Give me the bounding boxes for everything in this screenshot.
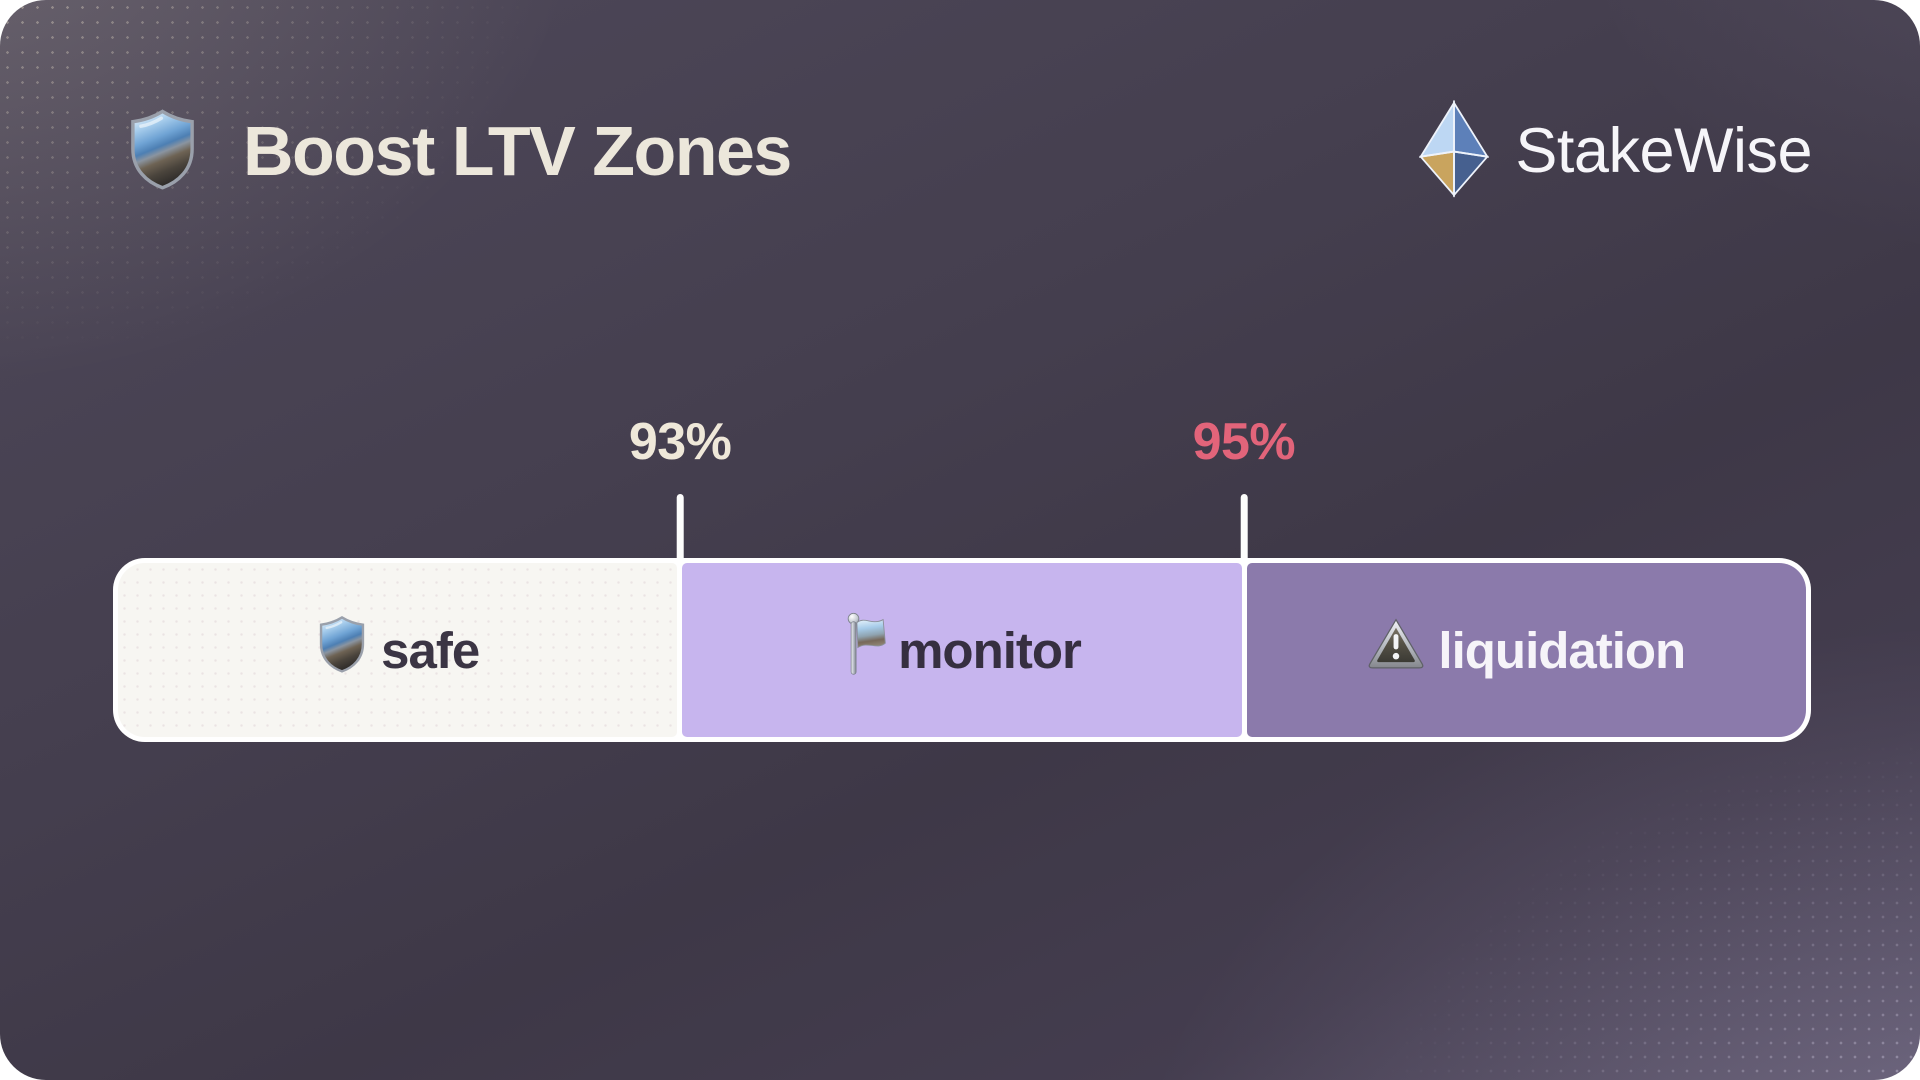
header: Boost LTV Zones StakeWise <box>126 98 1812 204</box>
zone-safe-label: safe <box>381 621 480 679</box>
ltv-bar: safe <box>113 558 1811 742</box>
stakewise-gem-icon <box>1413 99 1495 203</box>
shield-icon <box>316 615 381 685</box>
marker-95: 95% <box>1193 416 1296 558</box>
threshold-markers: 93% 95% <box>113 416 1811 558</box>
zone-monitor-label: monitor <box>898 621 1082 679</box>
marker-95-label: 95% <box>1192 413 1296 471</box>
brand-name: StakeWise <box>1515 116 1812 186</box>
page-title: Boost LTV Zones <box>243 112 792 190</box>
brand-group: StakeWise <box>1413 99 1812 203</box>
header-title-group: Boost LTV Zones <box>126 108 792 195</box>
marker-95-tick <box>1240 494 1248 558</box>
shield-icon <box>126 108 199 195</box>
ltv-zones-chart: 93% 95% <box>113 416 1811 742</box>
flag-icon <box>843 612 898 688</box>
zone-safe: safe <box>118 563 678 737</box>
zone-liquidation: liquidation <box>1246 563 1806 737</box>
marker-93-label: 93% <box>628 413 732 471</box>
zone-liquidation-label: liquidation <box>1438 621 1686 679</box>
marker-93: 93% <box>629 416 732 558</box>
zone-monitor: monitor <box>682 563 1242 737</box>
warning-icon <box>1367 617 1438 683</box>
marker-93-tick <box>676 494 684 558</box>
